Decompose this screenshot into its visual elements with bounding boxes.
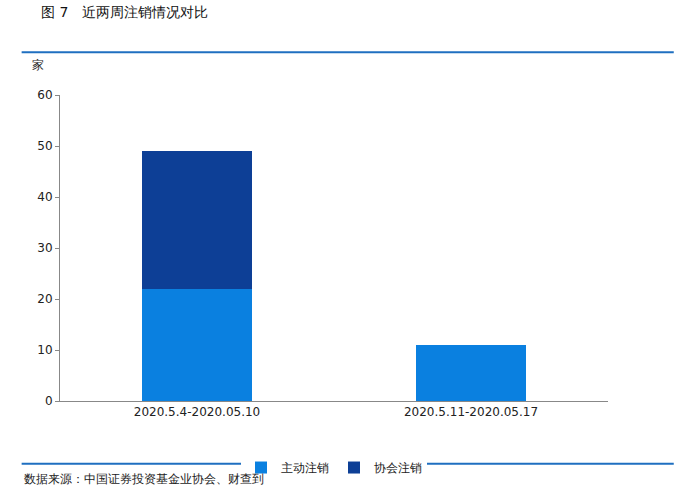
svg-text:协会注销: 协会注销 (374, 461, 422, 475)
svg-text:0: 0 (45, 394, 53, 408)
svg-text:家: 家 (32, 58, 44, 72)
svg-text:20: 20 (37, 292, 52, 306)
svg-text:10: 10 (37, 343, 52, 357)
svg-text:40: 40 (37, 190, 52, 204)
svg-text:2020.5.11-2020.05.17: 2020.5.11-2020.05.17 (404, 405, 538, 419)
svg-text:主动注销: 主动注销 (281, 461, 329, 475)
svg-text:图 7 近两周注销情况对比: 图 7 近两周注销情况对比 (41, 4, 208, 20)
svg-text:60: 60 (37, 88, 52, 102)
svg-text:2020.5.4-2020.05.10: 2020.5.4-2020.05.10 (134, 405, 260, 419)
svg-text:50: 50 (37, 139, 52, 153)
svg-text:数据来源：中国证券投资基金业协会、财查到: 数据来源：中国证券投资基金业协会、财查到 (24, 472, 264, 486)
svg-text:30: 30 (37, 241, 52, 255)
